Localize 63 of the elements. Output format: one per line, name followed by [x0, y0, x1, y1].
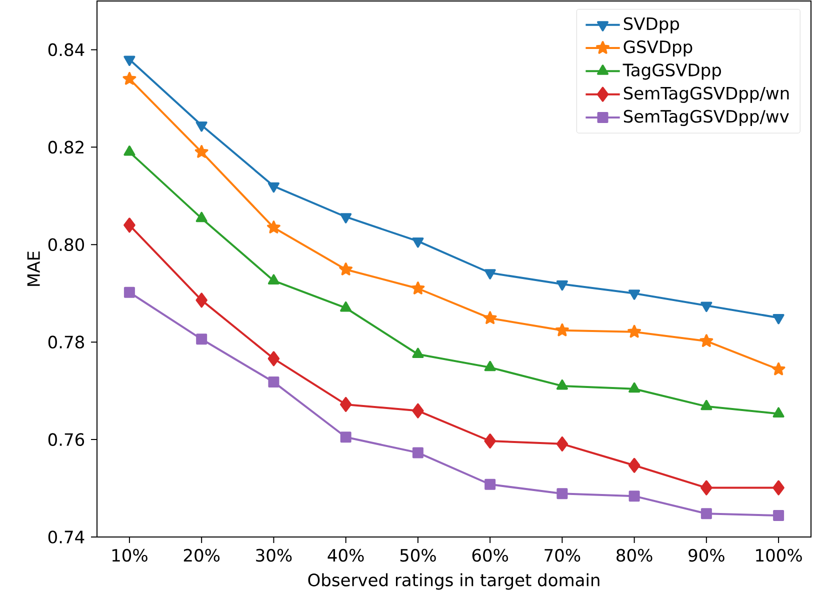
point	[556, 379, 568, 390]
point	[124, 218, 136, 233]
point	[268, 274, 280, 284]
point	[340, 301, 352, 312]
x-tick-label: 20%	[184, 548, 220, 562]
x-tick-label: 90%	[688, 548, 724, 562]
point	[122, 72, 136, 85]
legend-label: GSVDpp	[624, 40, 692, 57]
point	[340, 432, 352, 443]
point	[411, 281, 425, 294]
point	[628, 382, 640, 393]
point	[700, 508, 712, 520]
point	[196, 334, 208, 345]
point	[412, 348, 424, 358]
point	[556, 436, 568, 452]
point	[628, 458, 640, 473]
y-tick-label: 0.84	[48, 43, 84, 56]
legend-label: TagGSVDpp	[622, 64, 721, 80]
point	[196, 212, 208, 222]
point	[412, 403, 424, 418]
x-tick-label: 40%	[328, 548, 364, 562]
x-tick-label: 80%	[616, 548, 652, 562]
point	[700, 480, 712, 496]
point	[124, 286, 135, 298]
x-tick-label: 60%	[472, 548, 508, 562]
point	[484, 360, 496, 372]
x-tick-label: 10%	[112, 548, 148, 562]
point	[340, 396, 352, 412]
point	[700, 400, 712, 410]
y-axis-title: MAE	[27, 252, 40, 286]
legend-label: SemTagGSVDpp/wv	[624, 110, 789, 126]
point	[700, 334, 714, 347]
x-axis-title: Observed ratings in target domain	[308, 573, 600, 590]
y-tick-label: 0.76	[48, 433, 84, 446]
point	[484, 434, 496, 449]
point	[484, 478, 496, 490]
point	[556, 488, 568, 500]
point	[628, 490, 640, 502]
legend-label: SemTagGSVDpp/wn	[624, 86, 789, 103]
legend-label: SVDpp	[624, 17, 679, 34]
point	[412, 447, 424, 458]
x-tick-label: 30%	[256, 548, 292, 562]
point	[772, 480, 784, 496]
point	[194, 145, 208, 158]
point	[773, 510, 784, 522]
y-tick-label: 0.74	[48, 530, 84, 544]
x-tick-label: 100%	[756, 548, 802, 562]
point	[266, 220, 280, 234]
point	[772, 407, 784, 418]
point	[339, 262, 353, 276]
point	[628, 324, 642, 338]
x-tick-label: 50%	[400, 548, 436, 562]
point	[268, 376, 280, 388]
point	[772, 362, 786, 376]
y-tick-label: 0.82	[48, 140, 84, 154]
point	[555, 323, 569, 336]
x-tick-label: 70%	[544, 548, 580, 562]
point	[483, 311, 497, 324]
y-tick-label: 0.80	[48, 238, 84, 252]
y-tick-label: 0.78	[48, 336, 84, 349]
point	[124, 146, 136, 156]
point	[196, 292, 208, 308]
point	[268, 351, 280, 366]
